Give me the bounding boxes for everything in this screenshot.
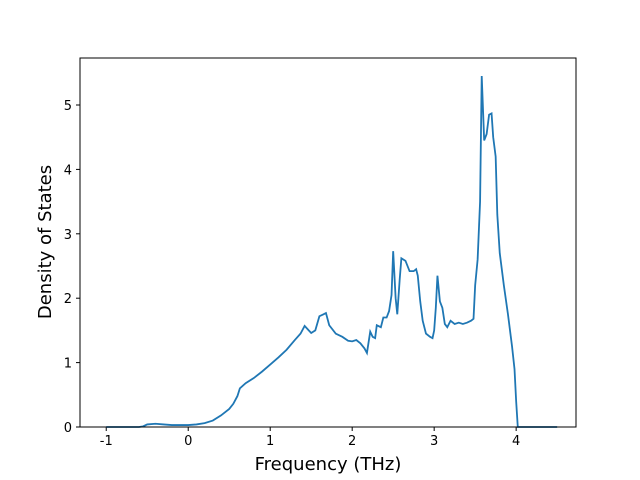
y-tick-label: 0 bbox=[64, 421, 72, 436]
x-tick-label: 1 bbox=[266, 434, 274, 449]
x-tick-label: 3 bbox=[430, 434, 438, 449]
x-axis-label: Frequency (THz) bbox=[255, 454, 402, 475]
y-tick-label: 4 bbox=[64, 163, 72, 178]
x-tick-label: 0 bbox=[184, 434, 192, 449]
x-tick-label: 2 bbox=[348, 434, 356, 449]
plot-frame bbox=[79, 57, 577, 428]
y-tick-label: 3 bbox=[64, 228, 72, 243]
line bbox=[106, 75, 558, 428]
y-tick-label: 5 bbox=[64, 99, 72, 114]
x-tick-label: -1 bbox=[100, 434, 113, 449]
x-tick-label: 4 bbox=[512, 434, 520, 449]
y-axis-label: Density of States bbox=[35, 165, 56, 319]
y-tick-label: 1 bbox=[64, 357, 72, 372]
y-tick-label: 2 bbox=[64, 292, 72, 307]
